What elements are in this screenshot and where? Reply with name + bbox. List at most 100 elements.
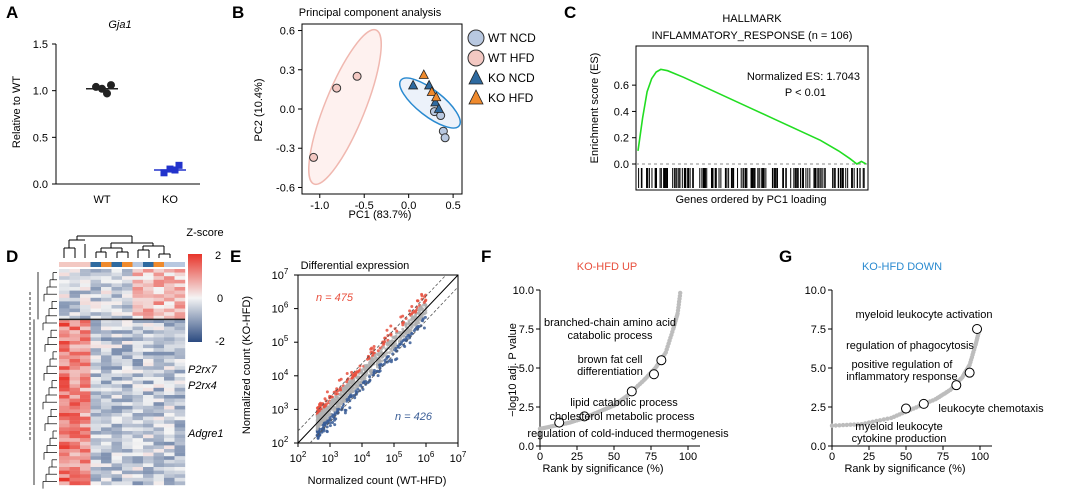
d-heat-cell xyxy=(69,427,81,432)
d-heat-cell xyxy=(174,344,186,349)
d-heat-cell xyxy=(90,348,102,352)
d-heat-cell xyxy=(122,456,133,460)
d-heat-cell xyxy=(90,297,102,302)
d-heat-cell xyxy=(132,474,144,478)
d-heat-cell xyxy=(164,434,175,439)
d-heat-cell xyxy=(164,391,175,396)
d-heat-cell xyxy=(111,294,123,298)
panel-d-legend-tick-low: -2 xyxy=(215,336,225,348)
d-heat-cell xyxy=(153,326,165,331)
f-term-label: cholesterol metabolic process xyxy=(550,411,695,423)
d-heat-cell xyxy=(174,297,186,302)
e-point xyxy=(345,398,349,402)
d-heat-cell xyxy=(80,459,91,464)
d-heat-cell xyxy=(111,312,123,316)
d-heat-cell xyxy=(90,369,102,374)
d-heat-cell xyxy=(132,423,144,428)
d-heat-cell xyxy=(111,369,123,374)
d-heat-cell xyxy=(132,279,144,284)
d-heat-cell xyxy=(111,344,123,349)
panel-e-ylabel: Normalized count (KO-HFD) xyxy=(241,296,253,434)
panel-d-legend-tick-high: 2 xyxy=(215,250,221,262)
d-heat-cell xyxy=(122,272,133,277)
d-heat-cell xyxy=(122,405,133,410)
d-heat-cell xyxy=(90,272,102,277)
d-heat-cell xyxy=(111,431,123,435)
d-heat-cell xyxy=(132,380,144,385)
d-heat-cell xyxy=(174,420,186,424)
e-point xyxy=(360,368,364,372)
d-heat-cell xyxy=(132,305,144,309)
d-heat-cell xyxy=(164,441,175,446)
b-xtick-label: 0.5 xyxy=(445,200,460,212)
d-heat-cell xyxy=(69,301,81,306)
d-heat-cell xyxy=(143,341,154,345)
d-heat-cell xyxy=(164,290,175,295)
d-heat-cell xyxy=(101,308,112,313)
g-plot-xtick-label: 50 xyxy=(900,451,912,463)
d-heat-cell xyxy=(132,481,144,486)
d-heat-cell xyxy=(164,351,175,356)
g-term-label: leukocyte chemotaxis xyxy=(938,403,1044,415)
d-heat-cell xyxy=(122,362,133,367)
d-heat-cell xyxy=(111,420,123,424)
d-heat-cell xyxy=(59,405,70,410)
d-heat-cell xyxy=(132,373,144,378)
d-heat-cell xyxy=(101,319,112,324)
e-point xyxy=(323,422,327,426)
panel-d: D Z-score 2 0 -2 P2rx7 P2rx4 Adgre1 xyxy=(6,227,225,489)
d-heat-cell xyxy=(111,449,123,453)
d-heat-cell xyxy=(69,463,81,468)
d-group-cell xyxy=(143,262,154,267)
e-point xyxy=(372,345,376,348)
d-heat-cell xyxy=(164,470,175,475)
e-point xyxy=(328,400,332,404)
d-heat-cell xyxy=(174,416,186,421)
e-point xyxy=(325,425,329,429)
d-heat-cell xyxy=(143,434,154,439)
e-point xyxy=(408,341,412,345)
panel-f-label: F xyxy=(481,247,491,266)
d-heat-cell xyxy=(174,459,186,464)
g-plot-term-point xyxy=(951,380,962,391)
b-ytick-label: 0.6 xyxy=(280,26,295,38)
d-heat-cell xyxy=(132,405,144,410)
d-heat-cell xyxy=(59,348,70,352)
d-heat-cell xyxy=(69,290,81,295)
d-heat-cell xyxy=(153,377,165,381)
f-plot-ytick-label: 0.0 xyxy=(519,441,534,453)
d-heat-cell xyxy=(122,287,133,291)
d-heat-cell xyxy=(90,308,102,313)
d-heat-cell xyxy=(174,409,186,414)
d-heat-cell xyxy=(143,294,154,298)
d-heat-cell xyxy=(153,409,165,414)
e-point xyxy=(357,380,360,384)
d-heat-cell xyxy=(69,344,81,349)
d-heat-cell xyxy=(69,459,81,464)
e-point xyxy=(376,361,379,365)
d-heat-cell xyxy=(174,351,186,356)
d-heat-cell xyxy=(59,413,70,417)
e-point xyxy=(356,385,360,389)
panel-e-label: E xyxy=(230,247,241,266)
d-heat-cell xyxy=(59,477,70,482)
d-heat-cell xyxy=(132,402,144,406)
d-heat-cell xyxy=(80,423,91,428)
d-heat-cell xyxy=(122,470,133,475)
d-heat-cell xyxy=(59,301,70,306)
d-heat-cell xyxy=(174,337,186,342)
e-point xyxy=(404,322,408,326)
d-heat-cell xyxy=(164,312,175,316)
d-heat-cell xyxy=(132,315,144,320)
d-heat-cell xyxy=(59,283,70,288)
d-heat-cell xyxy=(143,301,154,306)
g-term-label: inflammatory response xyxy=(846,371,957,383)
d-heat-cell xyxy=(143,467,154,471)
d-heat-cell xyxy=(111,330,123,334)
e-ytick-label: 106 xyxy=(272,301,289,316)
panel-c-annotation-p: P < 0.01 xyxy=(785,87,826,99)
d-heat-cell xyxy=(80,481,91,486)
d-heat-cell xyxy=(122,323,133,327)
f-term-label: differentiation xyxy=(577,366,643,378)
d-heat-cell xyxy=(153,413,165,417)
